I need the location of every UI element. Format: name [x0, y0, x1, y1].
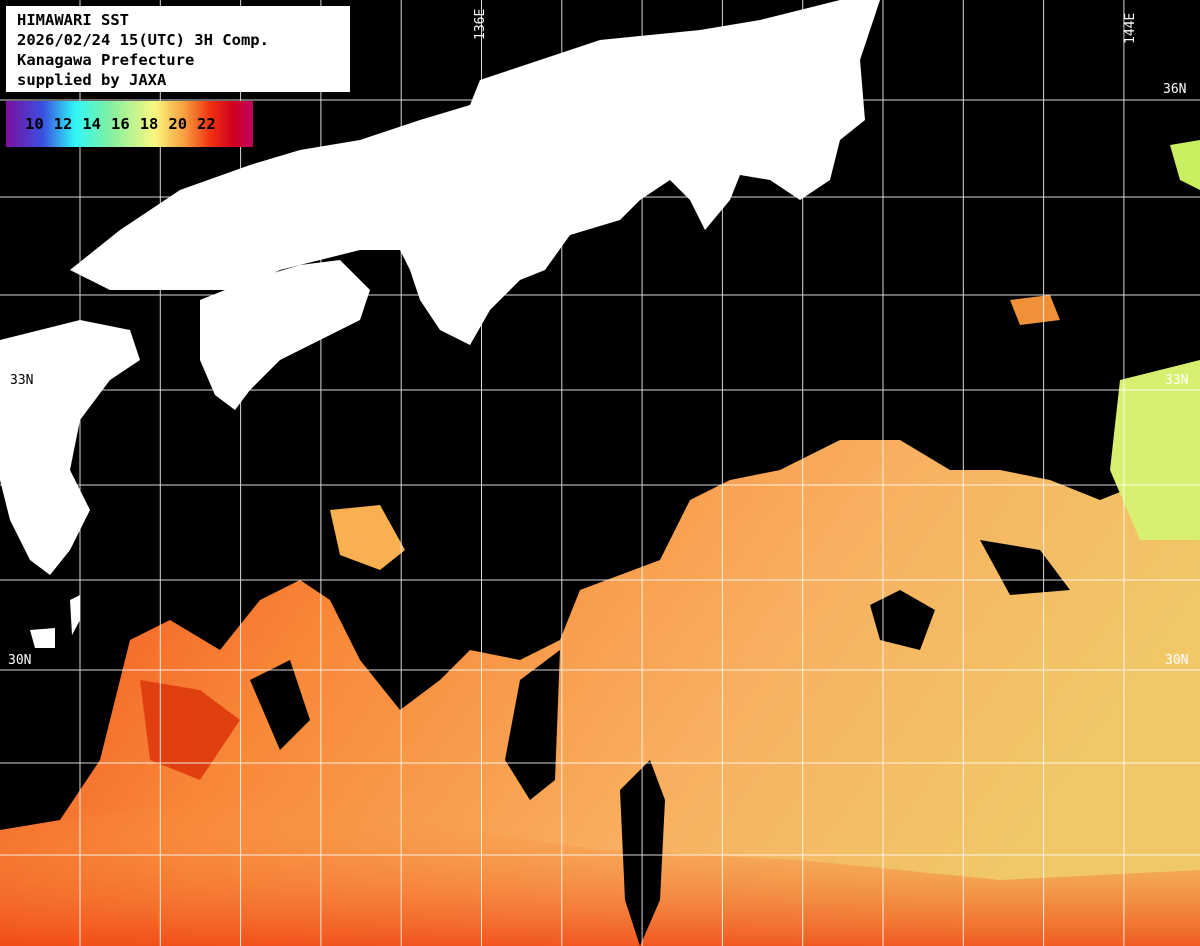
datetime-label: 2026/02/24 15(UTC) 3H Comp.: [17, 31, 269, 49]
scale-tick: 18: [139, 115, 159, 133]
lat-label-33n-left: 33N: [10, 373, 34, 388]
info-box: HIMAWARI SST 2026/02/24 15(UTC) 3H Comp.…: [6, 6, 350, 92]
scale-tick: 16: [111, 115, 130, 133]
scale-tick: 10: [25, 115, 44, 133]
lon-label-144e: 144E: [1123, 12, 1138, 44]
scale-tick: 14: [82, 115, 102, 133]
credit-label: supplied by JAXA: [17, 71, 167, 89]
color-scale-legend: 10 12 14 16 18 20 22: [6, 101, 253, 147]
lon-label-136e: 136E: [473, 8, 488, 40]
region-label: Kanagawa Prefecture: [17, 51, 195, 69]
scale-tick: 20: [168, 115, 188, 133]
scale-tick: 12: [53, 115, 73, 133]
lat-label-36n: 36N: [1163, 82, 1187, 97]
lat-label-30n-left: 30N: [8, 653, 32, 668]
scale-tick: 22: [197, 115, 216, 133]
map-title: HIMAWARI SST: [17, 11, 129, 29]
land: [0, 0, 880, 648]
lat-label-33n-right: 33N: [1165, 373, 1189, 388]
lat-label-30n-right: 30N: [1165, 653, 1189, 668]
